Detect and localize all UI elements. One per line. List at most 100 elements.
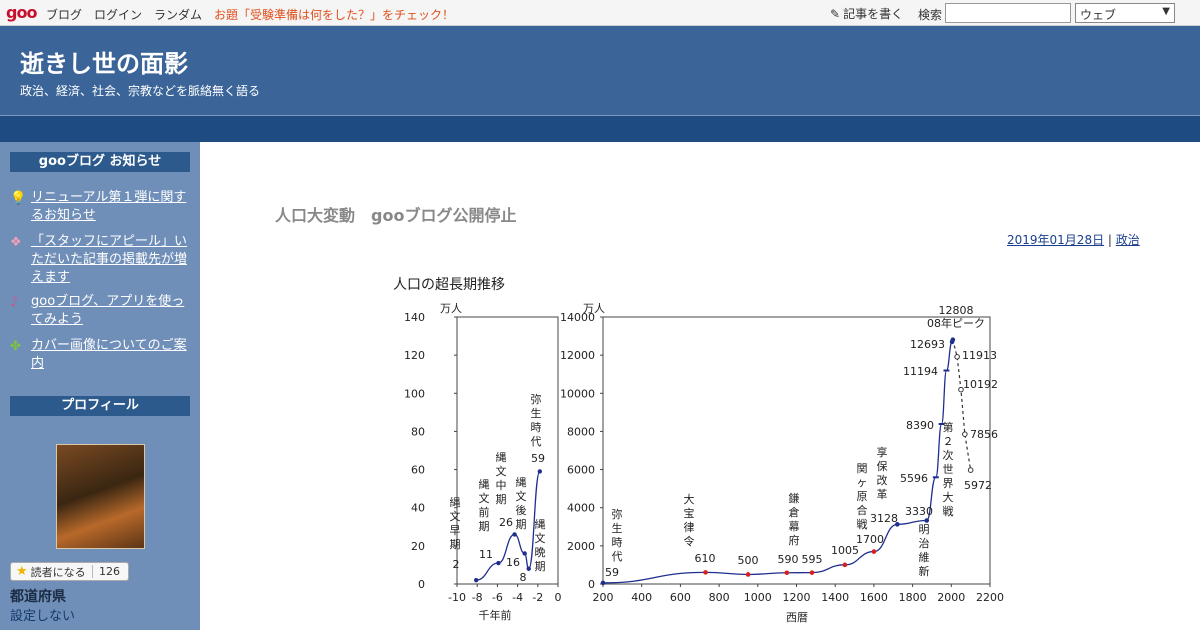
y-tick-label: 4000	[567, 502, 595, 515]
music-note-icon: ♪	[10, 295, 19, 310]
data-label: 1700	[856, 533, 884, 546]
y-tick-label: 40	[411, 502, 425, 515]
data-label: 3330	[905, 505, 933, 518]
nav-blog-link[interactable]: ブログ	[46, 8, 83, 22]
era-label: 改	[877, 473, 888, 487]
era-label: 時	[531, 421, 542, 434]
x-tick-label: -4	[512, 591, 523, 604]
goo-logo[interactable]: goo	[6, 3, 37, 22]
data-label: 2	[453, 558, 460, 571]
era-label: 文	[479, 491, 490, 505]
projection-point	[954, 354, 960, 360]
post-category-link[interactable]: 政治	[1115, 233, 1140, 247]
y-tick-label: 10000	[560, 387, 595, 400]
write-article-label: 記事を書く	[843, 7, 904, 21]
notice-heading: gooブログ お知らせ	[10, 152, 190, 172]
data-label: 595	[802, 553, 823, 566]
y-tick-label: 20	[411, 540, 425, 553]
era-label: 原	[857, 490, 868, 503]
post-meta: 2019年01月28日 | 政治	[1007, 231, 1140, 248]
search-scope-select[interactable]: ウェブ ▼	[1075, 3, 1175, 23]
era-label: 後	[516, 503, 527, 517]
blog-header: 逝きし世の面影 政治、経済、社会、宗教などを脈絡無く語る	[0, 26, 1200, 115]
notice-item-staff-appeal[interactable]: ❖ 「スタッフにアピール」いただいた記事の掲載先が増えます	[10, 233, 192, 287]
era-label: ヶ	[857, 476, 868, 489]
y-tick-label: 6000	[567, 464, 595, 477]
nav-login-link[interactable]: ログイン	[94, 8, 143, 22]
topic-notice-link[interactable]: お題「受験準備は何をした？」をチェック！	[214, 8, 455, 22]
era-label: 文	[516, 489, 527, 503]
era-label: 明	[919, 523, 930, 536]
era-label: 生	[531, 406, 542, 420]
era-label: 令	[684, 534, 695, 548]
notice-item-label: 「スタッフにアピール」いただいた記事の掲載先が増えます	[31, 234, 188, 285]
data-label: 16	[506, 556, 520, 569]
lightbulb-icon: 💡	[10, 191, 27, 206]
data-point	[842, 562, 848, 568]
x-tick-label: 1400	[821, 591, 849, 604]
data-label: 12693	[910, 338, 945, 351]
notice-item-app[interactable]: ♪ gooブログ、アプリを使ってみよう	[10, 293, 192, 329]
post-date-link[interactable]: 2019年01月28日	[1007, 233, 1105, 247]
search-label: 検索	[918, 8, 943, 22]
era-label: 府	[789, 533, 800, 547]
era-label: 08年ピーク	[927, 316, 985, 330]
data-label: 500	[738, 554, 759, 567]
era-label: 晩	[535, 546, 546, 559]
era-label: 大	[684, 492, 695, 506]
search-input[interactable]	[945, 3, 1071, 23]
profile-avatar[interactable]	[56, 444, 145, 549]
post-title[interactable]: 人口大変動 gooブログ公開停止	[275, 206, 517, 225]
y-tick-label: 120	[404, 349, 425, 362]
era-label: 期	[450, 538, 461, 551]
projection-point	[962, 431, 968, 437]
x-tick-label: 800	[709, 591, 730, 604]
era-label: 革	[877, 487, 888, 501]
x-tick-label: 2200	[976, 591, 1004, 604]
population-line	[602, 339, 954, 584]
era-label: 縄	[516, 475, 527, 489]
data-label: 610	[695, 552, 716, 565]
data-point	[537, 469, 543, 474]
x-axis-label: 千年前	[479, 608, 512, 622]
era-label: 生	[612, 521, 623, 535]
era-label: 鎌	[789, 491, 800, 505]
follower-count: 126	[92, 565, 128, 578]
data-point	[809, 570, 815, 575]
y-tick-label: 140	[404, 311, 425, 324]
data-point	[703, 570, 708, 575]
era-label: 時	[612, 536, 623, 549]
data-point	[522, 551, 527, 556]
data-label: 59	[531, 452, 545, 465]
notice-item-cover-image[interactable]: ✤ カバー画像についてのご案内	[10, 337, 192, 373]
projection-label: 5972	[964, 479, 992, 492]
nav-random-link[interactable]: ランダム	[154, 8, 203, 22]
blog-title[interactable]: 逝きし世の面影	[20, 50, 188, 78]
prefecture-label: 都道府県	[10, 589, 66, 605]
x-tick-label: 1200	[783, 591, 811, 604]
dropdown-arrow-icon: ▼	[1162, 6, 1170, 17]
era-label: 保	[877, 459, 888, 473]
y-tick-label: 80	[411, 425, 425, 438]
notice-item-label: リニューアル第１弾に関するお知らせ	[31, 190, 187, 223]
notice-item-label: gooブログ、アプリを使ってみよう	[31, 294, 185, 327]
era-label: 縄	[535, 517, 546, 531]
data-point	[950, 337, 956, 343]
data-point	[895, 522, 900, 527]
data-point	[600, 580, 606, 586]
data-label: 12808	[939, 304, 974, 317]
era-label: 治	[919, 536, 930, 550]
x-tick-label: 0	[555, 591, 562, 604]
x-tick-label: -6	[492, 591, 503, 604]
era-label: 第	[943, 420, 954, 434]
era-label: 維	[919, 551, 930, 564]
data-point	[924, 518, 930, 523]
follow-button[interactable]: ★ 読者になる 126	[10, 562, 129, 581]
notice-item-renewal[interactable]: 💡 リニューアル第１弾に関するお知らせ	[10, 189, 192, 225]
era-label: 弥	[612, 507, 623, 521]
x-tick-label: -10	[448, 591, 466, 604]
write-article-link[interactable]: ✎ 記事を書く	[830, 5, 903, 22]
prefecture-value: 設定しない	[10, 609, 76, 624]
x-tick-label: 1600	[860, 591, 888, 604]
